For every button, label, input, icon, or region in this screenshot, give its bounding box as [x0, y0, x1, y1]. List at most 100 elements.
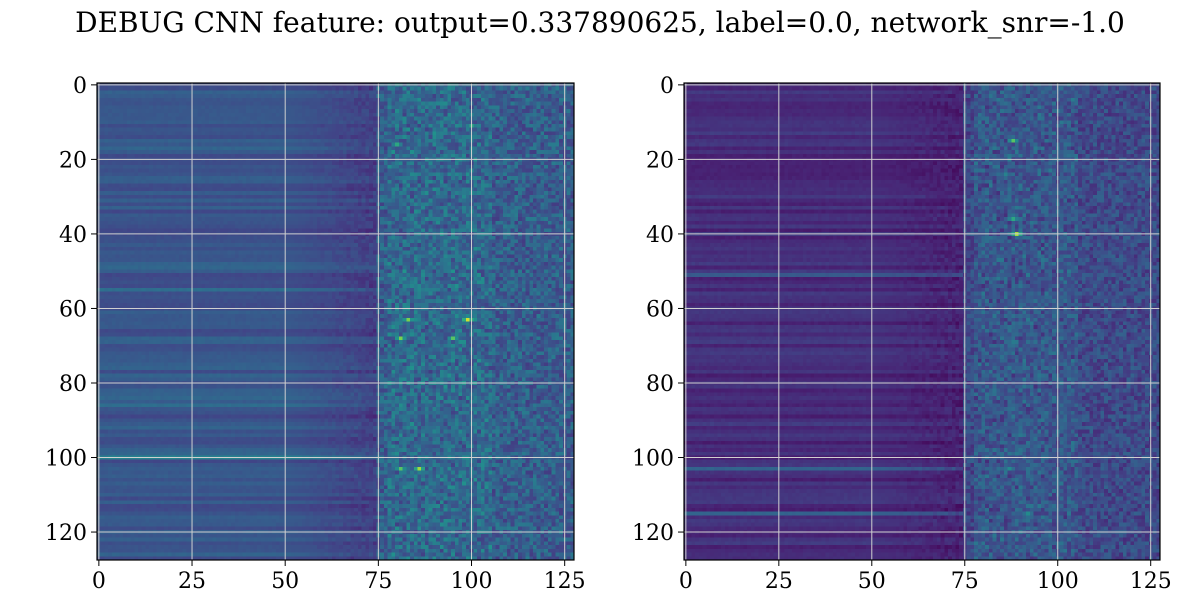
heatmap-cell: [521, 217, 526, 222]
heatmap-cell: [279, 142, 284, 147]
heatmap-cell: [234, 131, 239, 136]
heatmap-cell: [156, 194, 161, 199]
heatmap-cell: [234, 202, 239, 207]
heatmap-cell: [149, 146, 154, 151]
heatmap-cell: [447, 138, 452, 143]
heatmap-cell: [119, 172, 124, 177]
heatmap-cell: [156, 90, 161, 95]
heatmap-cell: [260, 176, 266, 181]
heatmap-cell: [290, 90, 295, 95]
heatmap-cell: [424, 172, 430, 177]
heatmap-cell: [182, 161, 187, 166]
heatmap-cell: [309, 168, 314, 173]
heatmap-cell: [309, 172, 314, 177]
heatmap-cell: [164, 146, 169, 151]
heatmap-cell: [369, 198, 374, 203]
heatmap-cell: [480, 101, 485, 106]
heatmap-cell: [227, 112, 232, 117]
heatmap-cell: [357, 150, 362, 155]
heatmap-cell: [424, 191, 430, 196]
heatmap-cell: [100, 146, 105, 151]
heatmap-cell: [506, 153, 511, 158]
heatmap-cell: [242, 176, 247, 181]
heatmap-cell: [555, 105, 560, 110]
heatmap-cell: [424, 131, 430, 136]
heatmap-cell: [186, 217, 191, 222]
heatmap-cell: [175, 213, 180, 218]
heatmap-cell: [313, 168, 318, 173]
heatmap-cell: [205, 191, 210, 196]
heatmap-cell: [342, 109, 348, 114]
heatmap-cell: [436, 220, 441, 225]
heatmap-cell: [186, 97, 191, 102]
heatmap-cell: [175, 224, 180, 229]
heatmap-cell: [290, 150, 295, 155]
heatmap-cell: [253, 176, 258, 181]
heatmap-cell: [249, 213, 254, 218]
heatmap-cell: [272, 217, 277, 222]
heatmap-cell: [436, 198, 441, 203]
heatmap-cell: [264, 86, 269, 91]
heatmap-cell: [424, 153, 430, 158]
heatmap-cell: [111, 220, 116, 225]
heatmap-cell: [294, 116, 299, 121]
heatmap-cell: [305, 183, 310, 188]
heatmap-cell: [115, 213, 120, 218]
heatmap-cell: [488, 217, 493, 222]
heatmap-cell: [115, 94, 120, 99]
heatmap-cell: [186, 123, 191, 129]
heatmap-cell: [566, 217, 571, 222]
heatmap-cell: [182, 202, 187, 207]
heatmap-cell: [555, 135, 560, 140]
heatmap-cell: [510, 202, 515, 207]
heatmap-cell: [182, 179, 187, 184]
heatmap-cell: [387, 161, 392, 166]
heatmap-cell: [413, 224, 418, 229]
heatmap-cell: [335, 224, 340, 229]
heatmap-cell: [264, 209, 269, 214]
heatmap-cell: [417, 202, 422, 207]
heatmap-cell: [193, 86, 198, 91]
heatmap-cell: [201, 105, 206, 110]
heatmap-cell: [171, 183, 176, 188]
heatmap-cell: [123, 220, 128, 225]
heatmap-cell: [156, 112, 161, 117]
heatmap-cell: [391, 179, 396, 184]
heatmap-cell: [536, 220, 541, 225]
heatmap-cell: [175, 131, 180, 136]
heatmap-cell: [559, 123, 564, 129]
heatmap-cell: [264, 191, 269, 196]
heatmap-cell: [536, 161, 541, 166]
heatmap-cell: [492, 105, 497, 110]
heatmap-cell: [387, 90, 392, 95]
heatmap-cell: [361, 105, 366, 110]
heatmap-cell: [503, 220, 508, 225]
heatmap-cell: [264, 131, 269, 136]
heatmap-cell: [201, 138, 206, 143]
heatmap-cell: [533, 112, 538, 117]
heatmap-cell: [387, 179, 392, 184]
heatmap-cell: [566, 146, 571, 151]
heatmap-cell: [518, 105, 523, 110]
heatmap-cell: [104, 101, 109, 106]
heatmap-cell: [156, 101, 161, 106]
heatmap-cell: [178, 120, 184, 125]
heatmap-cell: [152, 109, 157, 114]
heatmap-cell: [152, 94, 157, 99]
heatmap-cell: [413, 176, 418, 181]
heatmap-cell: [164, 116, 169, 121]
heatmap-cell: [488, 112, 493, 117]
heatmap-cell: [126, 90, 131, 95]
heatmap-cell: [410, 94, 415, 99]
heatmap-cell: [152, 202, 157, 207]
heatmap-cell: [123, 90, 128, 95]
heatmap-cell: [208, 194, 213, 199]
heatmap-cell: [521, 209, 526, 214]
heatmap-cell: [115, 150, 120, 155]
heatmap-cell: [357, 209, 362, 214]
heatmap-cell: [197, 205, 202, 211]
heatmap-cell: [555, 120, 560, 125]
heatmap-cell: [514, 183, 519, 188]
heatmap-cell: [559, 176, 564, 181]
heatmap-cell: [570, 176, 575, 181]
